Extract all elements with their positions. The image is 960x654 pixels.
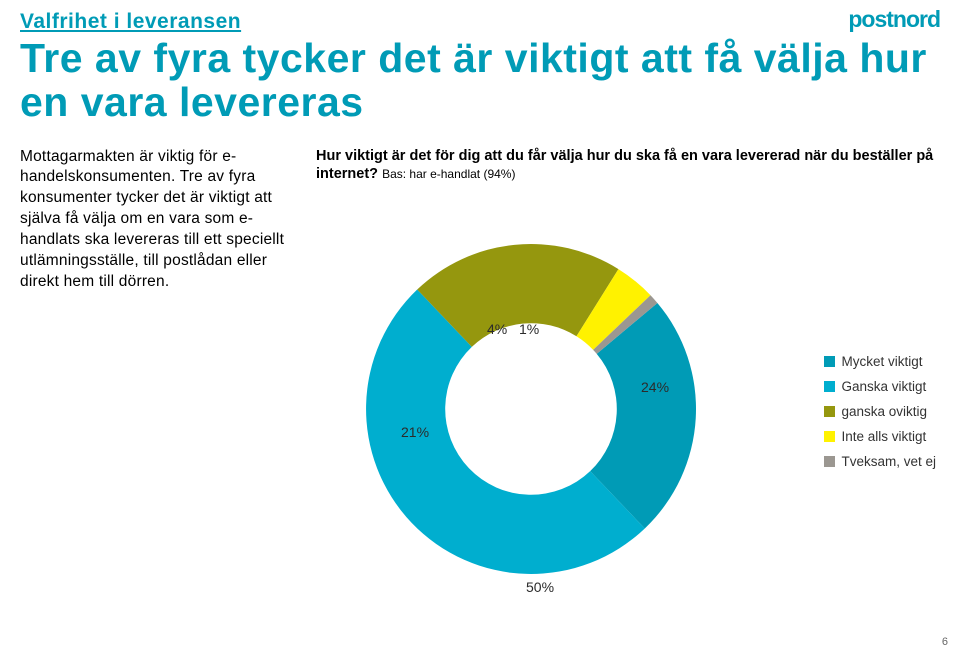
legend-item: ganska oviktig <box>824 404 936 419</box>
donut-wrap: 24%50%21%4%1% <box>366 244 696 574</box>
legend-label: Inte alls viktigt <box>841 429 926 444</box>
legend-label: Tveksam, vet ej <box>841 454 936 469</box>
donut-value-label: 1% <box>519 321 539 337</box>
chart-title-note: Bas: har e-handlat (94%) <box>382 167 515 181</box>
legend-swatch <box>824 356 835 367</box>
legend-swatch <box>824 431 835 442</box>
legend-label: Mycket viktigt <box>841 354 922 369</box>
legend-label: Ganska viktigt <box>841 379 926 394</box>
page-subtitle: Valfrihet i leveransen <box>20 10 940 34</box>
donut-value-label: 21% <box>401 424 429 440</box>
donut-value-label: 50% <box>526 579 554 595</box>
legend-swatch <box>824 381 835 392</box>
legend-item: Mycket viktigt <box>824 354 936 369</box>
legend-item: Ganska viktigt <box>824 379 936 394</box>
legend-label: ganska oviktig <box>841 404 927 419</box>
chart-legend: Mycket viktigt Ganska viktigt ganska ovikt… <box>824 354 936 479</box>
chart-title: Hur viktigt är det för dig att du får vä… <box>316 147 940 185</box>
brand-logo: postnord <box>848 6 940 33</box>
page-number: 6 <box>942 636 948 648</box>
donut-chart: 24% 50% 21% 4% 1% Mycket viktigt Ganska vikti… <box>316 184 936 624</box>
donut-svg <box>366 244 696 574</box>
legend-item: Tveksam, vet ej <box>824 454 936 469</box>
donut-value-label: 4% <box>487 321 507 337</box>
legend-swatch <box>824 406 835 417</box>
legend-item: Inte alls viktigt <box>824 429 936 444</box>
page-title: Tre av fyra tycker det är viktigt att få… <box>20 36 940 125</box>
legend-swatch <box>824 456 835 467</box>
donut-value-label: 24% <box>641 379 669 395</box>
body-paragraph: Mottagarmakten är viktig för e-handelsko… <box>20 147 300 293</box>
